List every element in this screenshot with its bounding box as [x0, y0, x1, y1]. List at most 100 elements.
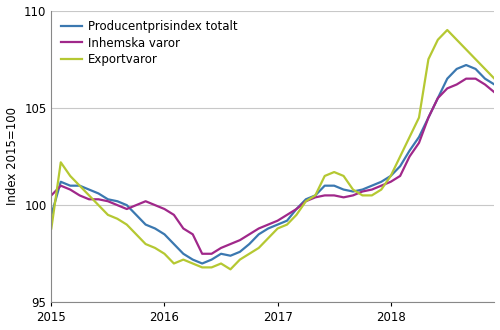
- Exportvaror: [48, 226, 54, 230]
- Inhemska varor: [256, 226, 262, 230]
- Producentprisindex totalt: [350, 189, 356, 193]
- Exportvaror: [218, 261, 224, 265]
- Inhemska varor: [67, 187, 73, 191]
- Inhemska varor: [406, 154, 412, 158]
- Inhemska varor: [171, 213, 177, 217]
- Exportvaror: [454, 38, 460, 42]
- Exportvaror: [96, 203, 102, 207]
- Exportvaror: [58, 160, 64, 164]
- Inhemska varor: [218, 246, 224, 250]
- Producentprisindex totalt: [180, 252, 186, 256]
- Exportvaror: [303, 199, 309, 203]
- Producentprisindex totalt: [86, 187, 92, 191]
- Exportvaror: [435, 38, 441, 42]
- Inhemska varor: [472, 77, 478, 81]
- Producentprisindex totalt: [274, 223, 280, 227]
- Inhemska varor: [265, 223, 271, 227]
- Inhemska varor: [162, 207, 168, 211]
- Inhemska varor: [312, 195, 318, 199]
- Exportvaror: [294, 213, 300, 217]
- Producentprisindex totalt: [256, 232, 262, 236]
- Exportvaror: [284, 223, 290, 227]
- Exportvaror: [199, 265, 205, 269]
- Inhemska varor: [482, 82, 488, 86]
- Producentprisindex totalt: [378, 180, 384, 184]
- Producentprisindex totalt: [96, 191, 102, 195]
- Inhemska varor: [294, 207, 300, 211]
- Producentprisindex totalt: [322, 184, 328, 188]
- Exportvaror: [312, 193, 318, 197]
- Inhemska varor: [237, 238, 243, 242]
- Exportvaror: [265, 236, 271, 240]
- Producentprisindex totalt: [208, 258, 214, 262]
- Legend: Producentprisindex totalt, Inhemska varor, Exportvaror: Producentprisindex totalt, Inhemska varo…: [58, 16, 241, 70]
- Exportvaror: [162, 252, 168, 256]
- Exportvaror: [482, 67, 488, 71]
- Exportvaror: [142, 242, 148, 246]
- Producentprisindex totalt: [284, 219, 290, 223]
- Producentprisindex totalt: [124, 203, 130, 207]
- Producentprisindex totalt: [416, 135, 422, 139]
- Producentprisindex totalt: [360, 187, 366, 191]
- Producentprisindex totalt: [492, 82, 498, 86]
- Exportvaror: [492, 77, 498, 81]
- Producentprisindex totalt: [246, 242, 252, 246]
- Inhemska varor: [492, 90, 498, 94]
- Producentprisindex totalt: [426, 115, 432, 119]
- Inhemska varor: [48, 193, 54, 197]
- Inhemska varor: [124, 207, 130, 211]
- Producentprisindex totalt: [369, 184, 375, 188]
- Line: Inhemska varor: Inhemska varor: [52, 79, 494, 254]
- Producentprisindex totalt: [463, 63, 469, 67]
- Inhemska varor: [350, 193, 356, 197]
- Inhemska varor: [444, 86, 450, 90]
- Inhemska varor: [96, 197, 102, 201]
- Inhemska varor: [58, 184, 64, 188]
- Exportvaror: [105, 213, 111, 217]
- Producentprisindex totalt: [152, 226, 158, 230]
- Producentprisindex totalt: [331, 184, 337, 188]
- Producentprisindex totalt: [265, 226, 271, 230]
- Exportvaror: [369, 193, 375, 197]
- Inhemska varor: [360, 189, 366, 193]
- Inhemska varor: [208, 252, 214, 256]
- Inhemska varor: [426, 115, 432, 119]
- Inhemska varor: [454, 82, 460, 86]
- Producentprisindex totalt: [435, 96, 441, 100]
- Producentprisindex totalt: [105, 197, 111, 201]
- Producentprisindex totalt: [218, 252, 224, 256]
- Producentprisindex totalt: [312, 193, 318, 197]
- Inhemska varor: [322, 193, 328, 197]
- Exportvaror: [350, 187, 356, 191]
- Producentprisindex totalt: [171, 242, 177, 246]
- Exportvaror: [67, 174, 73, 178]
- Producentprisindex totalt: [162, 232, 168, 236]
- Inhemska varor: [463, 77, 469, 81]
- Line: Producentprisindex totalt: Producentprisindex totalt: [52, 65, 494, 263]
- Producentprisindex totalt: [114, 199, 120, 203]
- Inhemska varor: [246, 232, 252, 236]
- Exportvaror: [237, 258, 243, 262]
- Exportvaror: [444, 28, 450, 32]
- Inhemska varor: [152, 203, 158, 207]
- Inhemska varor: [284, 213, 290, 217]
- Inhemska varor: [190, 232, 196, 236]
- Producentprisindex totalt: [482, 77, 488, 81]
- Line: Exportvaror: Exportvaror: [52, 30, 494, 269]
- Inhemska varor: [331, 193, 337, 197]
- Inhemska varor: [86, 197, 92, 201]
- Producentprisindex totalt: [406, 149, 412, 153]
- Exportvaror: [171, 261, 177, 265]
- Producentprisindex totalt: [133, 213, 139, 217]
- Exportvaror: [472, 57, 478, 61]
- Inhemska varor: [180, 226, 186, 230]
- Exportvaror: [388, 174, 394, 178]
- Producentprisindex totalt: [76, 184, 82, 188]
- Exportvaror: [406, 135, 412, 139]
- Exportvaror: [76, 184, 82, 188]
- Producentprisindex totalt: [388, 174, 394, 178]
- Exportvaror: [124, 223, 130, 227]
- Producentprisindex totalt: [58, 180, 64, 184]
- Producentprisindex totalt: [444, 77, 450, 81]
- Exportvaror: [397, 154, 403, 158]
